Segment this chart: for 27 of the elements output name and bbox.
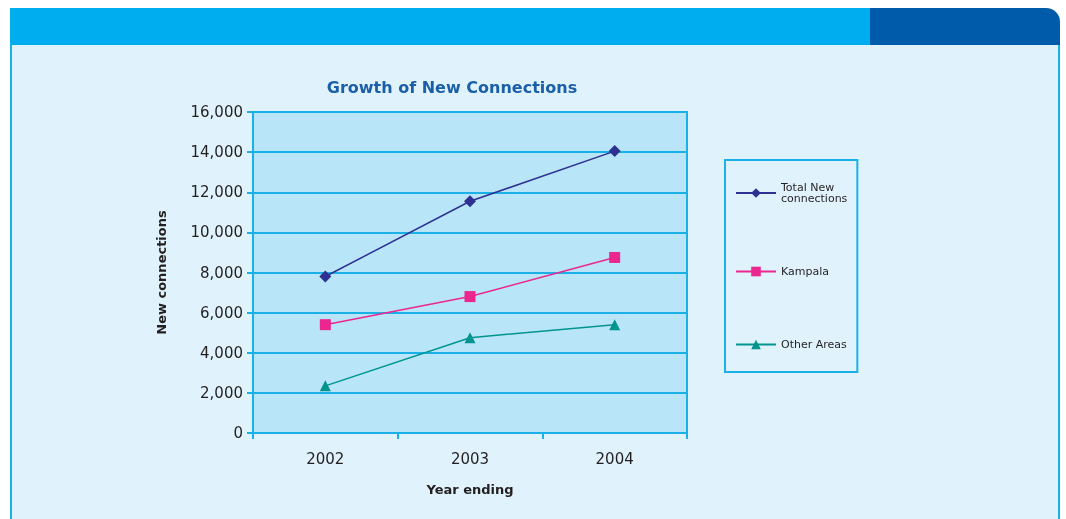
legend-label: Kampala — [781, 265, 829, 278]
x-tick-label: 2002 — [306, 449, 345, 468]
point — [609, 251, 621, 263]
y-tick-label: 6,000 — [200, 303, 243, 322]
y-axis-title: New connections — [154, 209, 169, 335]
y-tick-label: 16,000 — [190, 103, 243, 121]
point — [319, 270, 332, 283]
legend-label: Total New connections — [780, 181, 848, 205]
point — [319, 380, 331, 392]
y-tick-label: 10,000 — [190, 223, 243, 242]
y-tick-label: 8,000 — [200, 263, 243, 282]
x-tick-label: 2004 — [595, 449, 634, 468]
y-tick-label: 12,000 — [190, 183, 243, 202]
y-tick-label: 2,000 — [200, 383, 243, 402]
x-tick-label: 2003 — [450, 449, 490, 468]
y-tick-label: 14,000 — [190, 143, 243, 162]
legend-label: Other Areas — [781, 338, 848, 351]
y-tick-label: 4,000 — [200, 343, 243, 362]
point — [464, 291, 476, 303]
point — [464, 195, 476, 208]
point — [608, 145, 621, 158]
y-tick-label: 0 — [233, 424, 243, 442]
point — [609, 319, 621, 331]
x-axis-title: Year ending — [425, 482, 514, 497]
point — [319, 319, 331, 331]
chart-title: Growth of New Connections — [326, 77, 578, 97]
point — [464, 332, 476, 344]
